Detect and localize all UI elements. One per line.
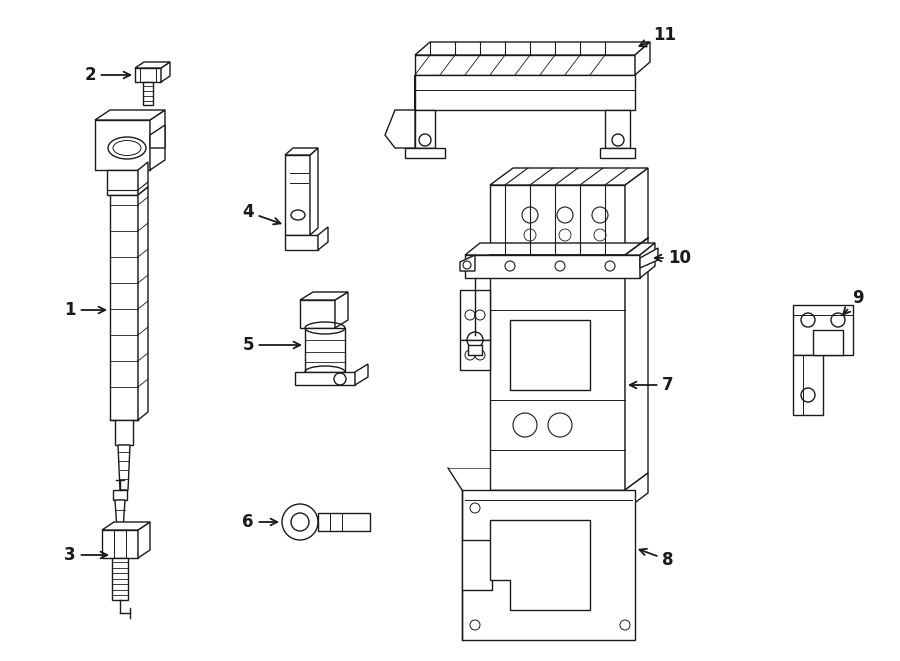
Text: 1: 1 <box>64 301 105 319</box>
Polygon shape <box>295 372 355 385</box>
Polygon shape <box>490 490 625 510</box>
Polygon shape <box>405 148 445 158</box>
Polygon shape <box>143 82 153 105</box>
Polygon shape <box>462 490 635 640</box>
Text: 2: 2 <box>85 66 130 84</box>
Polygon shape <box>110 195 138 420</box>
Polygon shape <box>161 62 170 82</box>
Polygon shape <box>490 185 625 255</box>
Polygon shape <box>415 55 635 75</box>
Polygon shape <box>460 340 490 370</box>
Polygon shape <box>385 75 415 148</box>
Polygon shape <box>285 148 318 155</box>
Polygon shape <box>793 305 853 355</box>
Polygon shape <box>102 530 138 558</box>
Polygon shape <box>112 558 128 600</box>
Polygon shape <box>318 513 370 531</box>
Polygon shape <box>460 290 490 340</box>
Polygon shape <box>318 227 328 250</box>
Polygon shape <box>305 328 345 372</box>
Polygon shape <box>300 300 335 328</box>
Polygon shape <box>335 292 348 328</box>
Polygon shape <box>285 155 310 235</box>
Text: 9: 9 <box>843 289 864 315</box>
Polygon shape <box>635 42 650 75</box>
Polygon shape <box>310 148 318 235</box>
Polygon shape <box>300 292 348 300</box>
Polygon shape <box>813 330 843 355</box>
Polygon shape <box>150 125 165 148</box>
Polygon shape <box>415 110 435 148</box>
Polygon shape <box>285 235 318 250</box>
Polygon shape <box>107 170 138 195</box>
Polygon shape <box>138 187 148 420</box>
Polygon shape <box>640 243 655 278</box>
Polygon shape <box>415 42 650 55</box>
Polygon shape <box>465 243 655 255</box>
Text: 7: 7 <box>630 376 674 394</box>
Polygon shape <box>135 68 161 82</box>
Polygon shape <box>510 320 590 390</box>
Polygon shape <box>138 162 148 195</box>
Polygon shape <box>135 62 170 68</box>
Text: 8: 8 <box>640 549 674 569</box>
Polygon shape <box>115 500 125 530</box>
Polygon shape <box>138 522 150 558</box>
Polygon shape <box>490 520 590 610</box>
Polygon shape <box>95 110 165 120</box>
Polygon shape <box>115 420 133 445</box>
Polygon shape <box>95 120 150 170</box>
Polygon shape <box>793 355 823 415</box>
Polygon shape <box>355 364 368 385</box>
Polygon shape <box>460 255 475 271</box>
Polygon shape <box>600 148 635 158</box>
Text: 4: 4 <box>242 203 281 224</box>
Polygon shape <box>468 345 482 355</box>
Polygon shape <box>625 168 648 255</box>
Polygon shape <box>465 255 640 278</box>
Polygon shape <box>118 445 130 490</box>
Polygon shape <box>490 168 648 185</box>
Polygon shape <box>640 248 658 268</box>
Polygon shape <box>490 255 625 490</box>
Text: 11: 11 <box>639 26 677 46</box>
Text: 3: 3 <box>64 546 107 564</box>
Text: 10: 10 <box>655 249 691 267</box>
Polygon shape <box>605 110 630 148</box>
Text: 6: 6 <box>242 513 277 531</box>
Polygon shape <box>625 238 648 490</box>
Polygon shape <box>625 473 648 510</box>
Polygon shape <box>415 148 435 155</box>
Polygon shape <box>150 110 165 170</box>
Text: 5: 5 <box>242 336 301 354</box>
Polygon shape <box>415 75 635 110</box>
Polygon shape <box>113 490 127 500</box>
Polygon shape <box>102 522 150 530</box>
Polygon shape <box>462 540 492 590</box>
